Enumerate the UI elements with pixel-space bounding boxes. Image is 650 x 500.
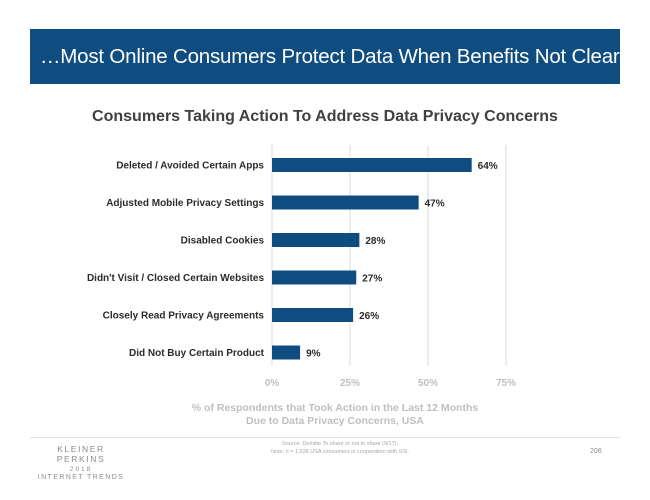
category-label: Adjusted Mobile Privacy Settings	[106, 198, 264, 209]
bar	[272, 345, 301, 360]
category-label: Closely Read Privacy Agreements	[103, 311, 265, 322]
logo-subtitle: INTERNET TRENDS	[37, 474, 125, 481]
slide-title-banner: …Most Online Consumers Protect Data When…	[30, 29, 620, 84]
logo-year: 2018	[69, 466, 93, 473]
note-line: Note: n = 1,538 USA consumers in coopera…	[270, 448, 410, 455]
x-tick-label: 50%	[418, 378, 438, 389]
value-label: 26%	[359, 311, 379, 322]
bar	[272, 233, 360, 247]
page-number: 206	[590, 448, 602, 455]
category-label: Disabled Cookies	[181, 236, 265, 247]
value-label: 47%	[425, 199, 445, 210]
value-label: 64%	[478, 161, 498, 172]
chart-title: Consumers Taking Action To Address Data …	[92, 108, 558, 125]
footer-divider	[30, 437, 620, 438]
value-label: 28%	[365, 236, 385, 247]
logo-name: KLEINER PERKINS	[56, 444, 106, 464]
value-label: 27%	[362, 274, 382, 285]
kleiner-perkins-logo: KLEINER PERKINS 2018 INTERNET TRENDS	[36, 444, 126, 481]
bar	[272, 195, 419, 210]
bar	[272, 308, 354, 322]
slide-title: …Most Online Consumers Protect Data When…	[40, 44, 620, 68]
source-line: Source: Deloitte To share or not to shar…	[281, 441, 399, 447]
category-label: Did Not Buy Certain Product	[129, 348, 265, 359]
x-tick-label: 25%	[340, 378, 360, 389]
bar	[272, 270, 357, 285]
x-tick-label: 0%	[265, 378, 280, 389]
source-note: Source: Deloitte To share or not to shar…	[220, 441, 460, 456]
bar	[272, 158, 472, 172]
value-label: 9%	[306, 349, 321, 360]
x-tick-label: 75%	[496, 378, 516, 389]
x-axis-label: % of Respondents that Took Action in the…	[191, 402, 479, 427]
category-label: Deleted / Avoided Certain Apps	[116, 161, 264, 172]
category-label: Didn't Visit / Closed Certain Websites	[87, 273, 264, 284]
